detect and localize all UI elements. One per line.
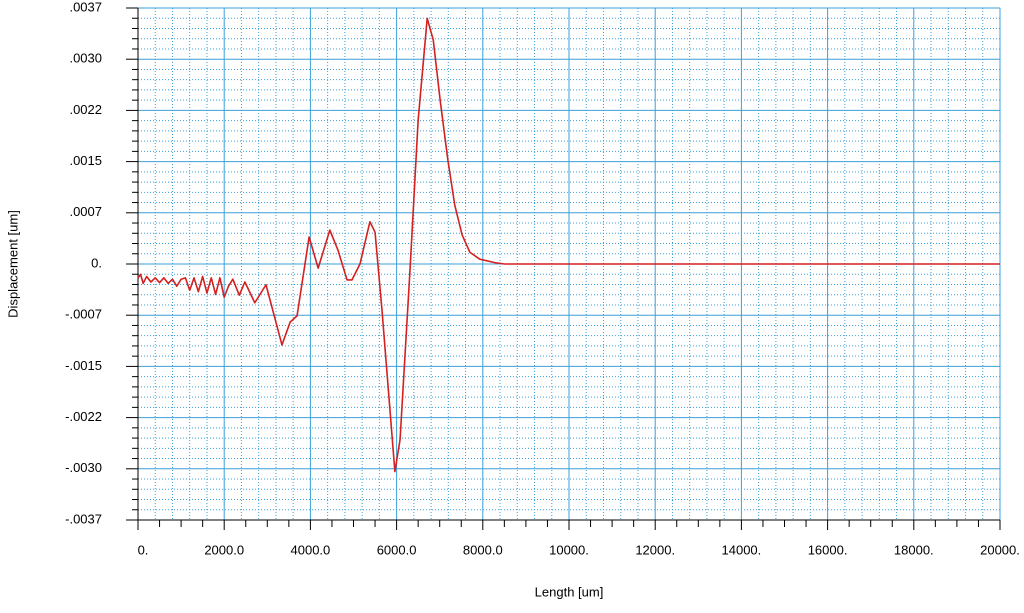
y-tick-label: .0007 — [69, 204, 102, 219]
y-tick-label: .0022 — [69, 102, 102, 117]
y-axis-label: Displacement [um] — [5, 210, 20, 318]
y-tick-label: .0030 — [69, 51, 102, 66]
y-tick-label: -.0007 — [65, 307, 102, 322]
y-tick-label: 0. — [91, 255, 102, 270]
x-tick-label: 0. — [138, 542, 149, 557]
x-tick-label: 2000.0 — [204, 542, 244, 557]
y-tick-label: -.0015 — [65, 358, 102, 373]
y-tick-label: .0037 — [69, 0, 102, 14]
x-tick-label: 12000. — [635, 542, 675, 557]
x-tick-label: 20000. — [980, 542, 1020, 557]
x-tick-label: 10000. — [549, 542, 589, 557]
y-tick-label: -.0037 — [65, 511, 102, 526]
y-tick-label: -.0022 — [65, 409, 102, 424]
x-tick-label: 4000.0 — [291, 542, 331, 557]
data-line — [137, 17, 1000, 473]
x-tick-label: 18000. — [894, 542, 934, 557]
x-tick-label: 8000.0 — [463, 542, 503, 557]
x-axis-label: Length [um] — [535, 584, 604, 599]
y-tick-label: .0015 — [69, 153, 102, 168]
x-tick-label: 16000. — [808, 542, 848, 557]
y-tick-label: -.0030 — [65, 460, 102, 475]
x-tick-label: 14000. — [722, 542, 762, 557]
x-tick-label: 6000.0 — [377, 542, 417, 557]
